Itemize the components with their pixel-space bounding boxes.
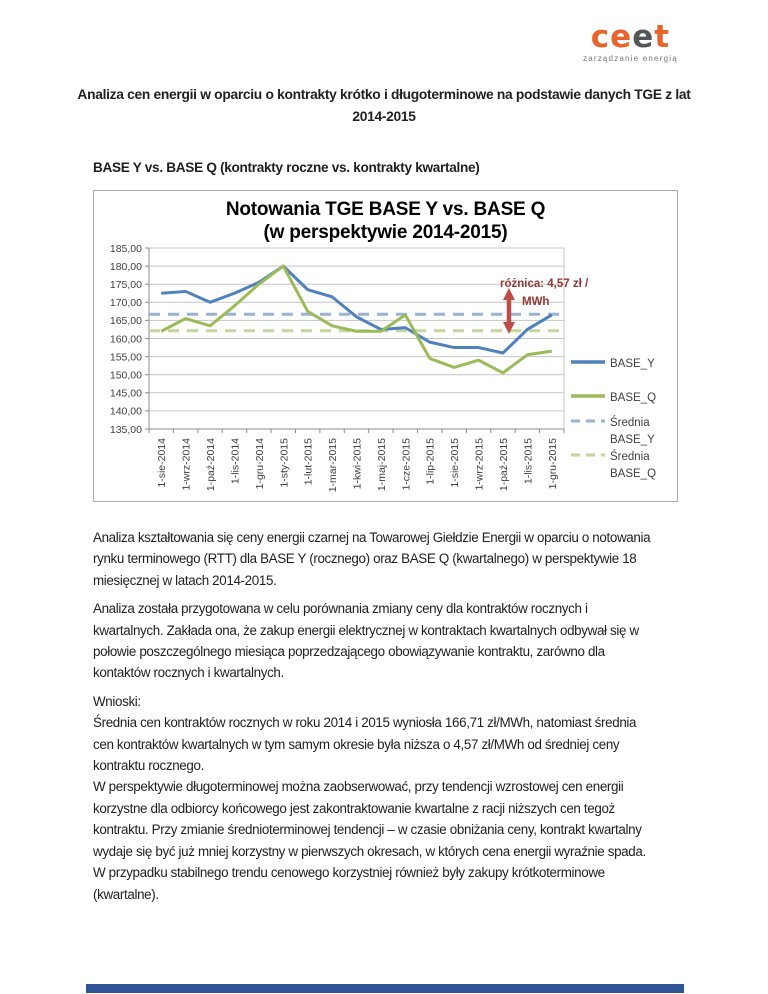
text-line: Wnioski: [93, 693, 141, 709]
x-axis-label: 1-wrz-2015 [474, 438, 486, 491]
footer-bar [86, 984, 684, 993]
text-line: korzystne dla odbiorcy końcowego jest za… [93, 800, 615, 816]
annotation-text: MWh [522, 296, 549, 308]
x-axis-label: 1-sie-2014 [156, 438, 168, 488]
text-line: kontraktu. Przy zmianie średnioterminowe… [93, 822, 642, 838]
x-axis-label: 1-lip-2015 [425, 438, 437, 485]
x-axis-label: 1-paź-2015 [498, 438, 510, 491]
series-line-base_q [160, 264, 553, 375]
y-axis-label: 170,00 [110, 297, 142, 309]
y-axis-label: 175,00 [110, 279, 142, 291]
text-line: Średnia cen kontraktów rocznych w roku 2… [93, 715, 637, 731]
text-line: Analiza kształtowania się ceny energii c… [93, 530, 651, 545]
arrow-head-down [502, 322, 515, 334]
chart-title-line1: Notowania TGE BASE Y vs. BASE Q [225, 199, 546, 220]
chart-title: Notowania TGE BASE Y vs. BASE Q (w persp… [94, 198, 677, 244]
y-axis-label: 140,00 [110, 406, 142, 418]
paragraph-conclusions: Wnioski: Średnia cen kontraktów rocznych… [93, 691, 703, 905]
body-text: Analiza kształtowania się ceny energii c… [93, 527, 703, 912]
text-line: kwartalnych. Zakłada ona, że zakup energ… [93, 622, 639, 638]
text-line: Analiza została przygotowana w celu poró… [93, 601, 588, 617]
y-axis-label: 155,00 [110, 351, 142, 363]
y-axis-label: 165,00 [110, 315, 142, 327]
text-line: W przypadku stabilnego trendu cenowego k… [93, 865, 605, 881]
document-title-line2: 2014-2015 [352, 109, 416, 124]
x-axis-label: 1-lut-2015 [303, 438, 315, 485]
text-line: cen kontraktów kwartalnych w tym samym o… [93, 736, 620, 752]
annotation-text: różnica: 4,57 zł / [500, 278, 589, 290]
legend-label: BASE_Q [610, 468, 656, 480]
x-axis-label: 1-paź-2014 [205, 438, 217, 491]
y-axis-label: 145,00 [110, 388, 142, 400]
ceet-logo: ceet zarządzanie energią [583, 22, 678, 63]
x-axis-label: 1-lis-2015 [522, 438, 534, 484]
logo-tagline: zarządzanie energią [583, 54, 678, 63]
text-line: W perspektywie długoterminowej można zao… [93, 779, 624, 795]
x-axis-label: 1-mar-2015 [327, 438, 339, 492]
legend-label: BASE_Y [610, 434, 655, 446]
legend-label: BASE_Y [610, 358, 655, 370]
document-title: Analiza cen energii w oparciu o kontrakt… [40, 84, 728, 128]
text-line: kontraktu rocznego. [93, 758, 204, 774]
text-line: rynku terminowego (RTT) dla BASE Y (rocz… [93, 551, 637, 567]
x-axis-label: 1-wrz-2014 [181, 438, 193, 491]
arrow-head-up [502, 288, 515, 300]
y-axis-label: 185,00 [110, 243, 142, 255]
text-line: (kwartalne). [93, 886, 159, 902]
chart-title-line2: (w perspektywie 2014-2015) [263, 222, 508, 243]
y-axis-label: 160,00 [110, 333, 142, 345]
legend-label: Średnia [610, 450, 650, 463]
y-axis-label: 180,00 [110, 261, 142, 273]
x-axis-label: 1-cze-2015 [400, 438, 412, 491]
x-axis-label: 1-gru-2015 [547, 438, 559, 490]
text-line: kontaktów rocznych i kwartalnych. [93, 665, 284, 681]
text-line: miesięcznej w latach 2014-2015. [93, 572, 277, 588]
logo-wordmark: ceet [590, 19, 671, 55]
paragraph-method: Analiza została przygotowana w celu poró… [93, 598, 703, 684]
text-line: połowie poszczególnego miesiąca poprzedz… [93, 644, 605, 660]
section-heading: BASE Y vs. BASE Q (kontrakty roczne vs. … [93, 160, 480, 175]
x-axis-label: 1-lis-2014 [229, 438, 241, 484]
x-axis-label: 1-kwi-2015 [352, 438, 364, 490]
document-title-line1: Analiza cen energii w oparciu o kontrakt… [77, 87, 691, 102]
series-line-base_y [161, 264, 553, 355]
x-axis-label: 1-sie-2015 [449, 438, 461, 488]
y-axis-label: 135,00 [110, 424, 142, 436]
text-line: wydaje się być już mniej korzystny w pie… [93, 843, 646, 859]
y-axis-label: 150,00 [110, 370, 142, 382]
chart: Notowania TGE BASE Y vs. BASE Q (w persp… [93, 190, 678, 502]
legend-label: BASE_Q [610, 392, 656, 404]
x-axis-label: 1-sty-2015 [278, 438, 290, 488]
chart-canvas: 185,00 180,00 175,00 170,00 165,00 160,00 155,… [110, 243, 656, 492]
legend-label: Średnia [610, 416, 650, 429]
paragraph-intro: Analiza kształtowania się ceny energii c… [93, 527, 703, 591]
x-axis-label: 1-maj-2015 [376, 438, 388, 491]
x-axis-label: 1-gru-2014 [254, 438, 266, 490]
